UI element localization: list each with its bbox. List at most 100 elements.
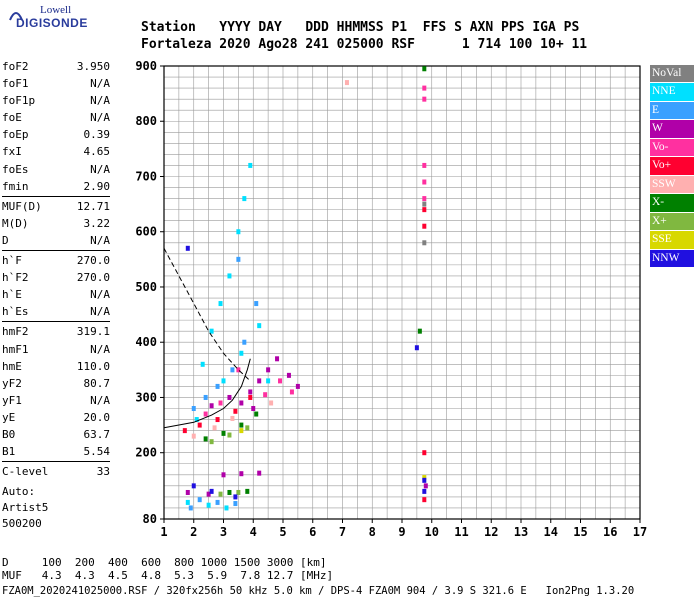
x-tick-label: 1 — [160, 525, 167, 539]
param-row: M(D) 3.22 — [2, 215, 110, 232]
echo-point-e — [197, 497, 202, 503]
param-value: 80.7 — [83, 376, 111, 390]
echo-point-vo- — [278, 378, 283, 384]
legend-item-nnw: NNW — [650, 249, 694, 268]
echo-point-w — [423, 483, 428, 489]
echo-point-nnw — [422, 477, 427, 483]
echo-point-nne — [209, 328, 214, 334]
param-separator — [2, 461, 110, 463]
param-name: h`F — [2, 254, 22, 268]
echo-point-vo- — [422, 85, 427, 91]
header-field-values: Fortaleza 2020 Ago28 241 025000 RSF 1 71… — [141, 37, 588, 52]
echo-point-nne — [218, 301, 223, 307]
echo-point-nne — [200, 361, 205, 367]
y-tick-label: 400 — [135, 335, 157, 349]
param-row: yF2 80.7 — [2, 375, 110, 392]
echo-point-w — [209, 403, 214, 409]
legend-item-e: E — [650, 101, 694, 120]
param-name: foEp — [2, 128, 29, 142]
param-value: 3.22 — [83, 216, 111, 230]
echo-point-w — [251, 406, 256, 412]
param-value: 270.0 — [76, 254, 110, 268]
param-value: N/A — [90, 288, 110, 302]
param-name: B1 — [2, 445, 16, 459]
echo-point-e — [215, 499, 220, 505]
legend-item-w: W — [650, 120, 694, 138]
echo-point-x- — [417, 328, 422, 334]
echo-point-vo- — [422, 162, 427, 168]
param-name: h`E — [2, 288, 22, 302]
echo-point-nne — [242, 196, 247, 202]
param-value: 33 — [96, 465, 110, 479]
echo-point-w — [239, 471, 244, 477]
param-value: 63.7 — [83, 427, 111, 441]
param-value: 2.90 — [83, 179, 111, 193]
echo-point-vo- — [248, 394, 253, 400]
echo-point-ssw — [230, 415, 235, 421]
echo-point-nne — [257, 323, 262, 329]
x-tick-label: 15 — [573, 525, 587, 539]
echo-point-nnw — [191, 483, 196, 489]
echo-point-e — [236, 256, 241, 262]
echo-point-e — [230, 367, 235, 373]
y-tick-label: 80 — [143, 512, 157, 526]
param-row: hmE 110.0 — [2, 358, 110, 375]
param-row: h`Es N/A — [2, 303, 110, 320]
param-value: 5.54 — [83, 445, 111, 459]
echo-point-nne — [206, 502, 211, 508]
header-field-names: Station YYYY DAY DDD HHMMSS P1 FFS S AXN… — [141, 20, 580, 35]
param-row: D N/A — [2, 232, 110, 249]
logo-bottom-text: DIGISONDE — [16, 16, 88, 30]
x-tick-label: 3 — [220, 525, 227, 539]
auto-label: Auto: — [2, 485, 36, 498]
param-value: 12.71 — [76, 199, 110, 213]
param-value: N/A — [90, 233, 110, 247]
echo-point-e — [242, 339, 247, 345]
echo-point-ssw — [212, 425, 217, 431]
param-row: foF1p N/A — [2, 92, 110, 109]
legend-item-nne: NNE — [650, 83, 694, 101]
x-tick-label: 9 — [398, 525, 405, 539]
x-tick-label: 13 — [514, 525, 528, 539]
auto-code: 500200 — [2, 517, 42, 530]
x-tick-label: 2 — [190, 525, 197, 539]
distance-row: D 100 200 400 600 800 1000 1500 3000 [km… — [2, 556, 327, 569]
param-value: N/A — [90, 393, 110, 407]
echo-point-nnw — [185, 245, 190, 251]
y-tick-label: 500 — [135, 280, 157, 294]
y-tick-label: 200 — [135, 446, 157, 460]
legend-item-vo-: Vo+ — [650, 157, 694, 175]
param-name: h`Es — [2, 305, 29, 319]
muf-row: MUF 4.3 4.3 4.5 4.8 5.3 5.9 7.8 12.7 [MH… — [2, 569, 334, 582]
param-value: N/A — [90, 162, 110, 176]
polarization-legend: NoVal NNE E W Vo- Vo+ SSW X- X+ SSE NNW — [650, 65, 694, 268]
legend-item-noval: NoVal — [650, 65, 694, 83]
param-value: N/A — [90, 342, 110, 356]
legend-item-x-: X+ — [650, 212, 694, 231]
echo-point-nne — [221, 378, 226, 384]
x-tick-label: 10 — [425, 525, 439, 539]
echo-point-vo- — [422, 96, 427, 102]
echo-point-vo- — [422, 223, 427, 229]
param-value: 4.65 — [83, 145, 111, 159]
echo-point-vo- — [236, 367, 241, 373]
param-name: yF2 — [2, 376, 22, 390]
echo-point-w — [275, 356, 280, 362]
logo-emblem-icon — [9, 12, 23, 21]
param-value: N/A — [90, 305, 110, 319]
echo-point-ssw — [191, 433, 196, 439]
echo-point-vo- — [422, 179, 427, 185]
echo-point-w — [227, 394, 232, 400]
echo-point-w — [286, 372, 291, 378]
param-row: h`E N/A — [2, 286, 110, 303]
echo-point-x- — [203, 436, 208, 442]
legend-item-sse: SSE — [650, 231, 694, 249]
param-row: foEs N/A — [2, 161, 110, 178]
echo-point-e — [233, 501, 238, 507]
param-name: C-level — [2, 465, 49, 479]
param-name: fxI — [2, 145, 22, 159]
echo-point-w — [257, 470, 262, 476]
echo-point-x- — [254, 411, 259, 417]
y-tick-label: 700 — [135, 169, 157, 183]
